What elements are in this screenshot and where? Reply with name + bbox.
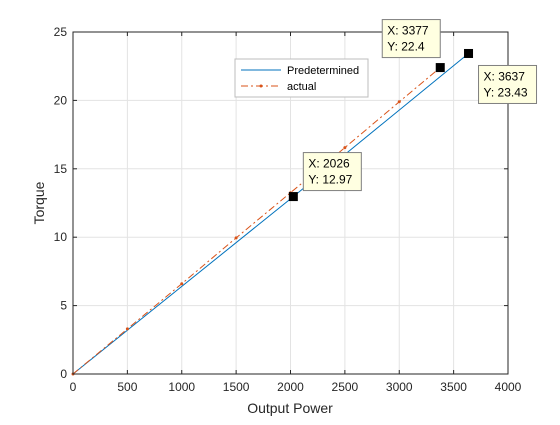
legend-actual-label: actual — [287, 81, 316, 93]
ticks: 0 500 1000 1500 2000 2500 3000 3500 4000 0 5 10 15 20… — [54, 25, 522, 394]
legend-actual-marker — [259, 84, 263, 88]
x-tick-label: 1500 — [223, 380, 250, 394]
datatip-x-label: X: 3377 — [387, 24, 429, 38]
series-point-actual — [343, 146, 347, 150]
x-tick-label: 1000 — [168, 380, 195, 394]
legend-predetermined-label: Predetermined — [287, 65, 359, 77]
datatip-marker — [435, 63, 445, 73]
x-tick-label: 0 — [70, 380, 77, 394]
y-tick-label: 0 — [60, 367, 67, 381]
y-tick-label: 10 — [54, 230, 68, 244]
datatip-y-label: Y: 22.4 — [387, 40, 425, 54]
datatip-box — [478, 64, 538, 104]
series-point-actual — [125, 327, 129, 331]
y-tick-label: 25 — [54, 25, 68, 39]
x-tick-label: 4000 — [495, 380, 522, 394]
datatip-y-label: Y: 12.97 — [308, 173, 352, 187]
x-tick-label: 2500 — [332, 380, 359, 394]
datatip-marker — [288, 192, 298, 202]
datatip-x-label: X: 3637 — [484, 69, 526, 83]
x-tick-label: 3000 — [386, 380, 413, 394]
y-tick-label: 15 — [54, 162, 68, 176]
series-point-actual — [180, 282, 184, 286]
datatip-box — [302, 152, 362, 192]
datatip-y-label: Y: 23.43 — [484, 85, 528, 99]
datatip-marker — [464, 48, 474, 58]
legend: Predetermined actual — [234, 58, 369, 98]
datatips-layer: X: 3377 Y: 22.4 X: 3637 Y: 23.43 X: 2026 Y: 1… — [288, 19, 538, 202]
y-tick-label: 20 — [54, 93, 68, 107]
y-axis-label: Torque — [31, 181, 47, 224]
series-point-actual — [234, 236, 238, 240]
series-point-actual — [397, 100, 401, 104]
y-tick-label: 5 — [60, 299, 67, 313]
datatip-x-label: X: 2026 — [308, 157, 350, 171]
legend-box — [234, 58, 369, 98]
x-tick-label: 2000 — [277, 380, 304, 394]
x-tick-label: 500 — [117, 380, 137, 394]
x-tick-label: 3500 — [440, 380, 467, 394]
x-axis-label: Output Power — [247, 400, 333, 416]
datatip-box — [381, 19, 441, 59]
